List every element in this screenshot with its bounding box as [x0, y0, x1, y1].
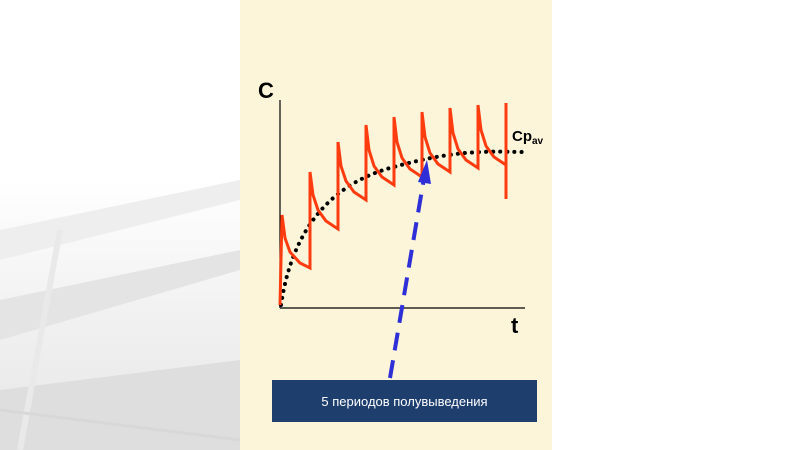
concentration-curve — [278, 103, 508, 306]
arrow-line — [388, 177, 426, 379]
average-label-sub: av — [532, 136, 544, 147]
decorative-background — [0, 0, 240, 450]
caption-text: 5 периодов полувыведения — [321, 393, 488, 409]
diagram-panel — [240, 0, 552, 450]
y-axis-label: C — [258, 78, 274, 103]
average-concentration-curve — [279, 149, 524, 307]
average-label-main: Cp — [512, 128, 532, 145]
x-axis-label: t — [511, 313, 519, 338]
average-curve-label: Cpav — [512, 128, 543, 147]
arrow-head — [418, 160, 431, 184]
caption-box: 5 периодов полувыведения — [272, 380, 537, 422]
decorative-streaks — [0, 180, 240, 450]
